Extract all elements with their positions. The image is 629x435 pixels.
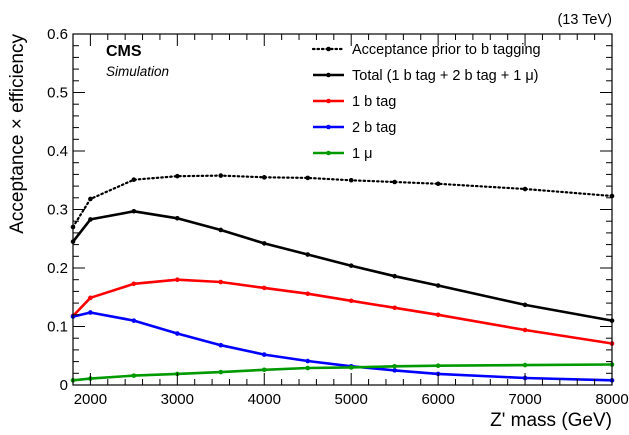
y-axis-title: Acceptance × efficiency <box>7 34 28 234</box>
series-point-0 <box>392 179 397 185</box>
x-tick-label: 5000 <box>335 391 368 408</box>
series-line-1 <box>71 210 613 322</box>
x-axis-title: Z' mass (GeV) <box>490 410 612 431</box>
legend-marker-3 <box>326 124 331 130</box>
series-point-1 <box>305 252 311 257</box>
series-point-1 <box>131 208 137 214</box>
y-tick-label: 0 <box>60 377 68 394</box>
series-point-2 <box>175 277 180 283</box>
series-point-1 <box>261 241 267 246</box>
legend-label-0: Acceptance prior to b tagging <box>352 42 541 58</box>
experiment-label: CMS <box>106 43 142 60</box>
series-point-4 <box>261 367 267 373</box>
series-point-2 <box>392 305 397 311</box>
series-point-0 <box>522 186 528 192</box>
legend-marker-0 <box>326 46 331 52</box>
series-point-2 <box>522 327 528 333</box>
plot-frame <box>72 33 613 386</box>
series-point-0 <box>261 175 267 180</box>
series-line-4 <box>72 363 613 382</box>
series-point-2 <box>218 279 224 285</box>
series-point-4 <box>522 362 528 368</box>
series-point-2 <box>131 281 137 287</box>
series-line-0 <box>71 174 614 229</box>
series-point-0 <box>88 196 93 202</box>
y-tick-label: 0.5 <box>47 85 68 102</box>
series-point-1 <box>175 215 180 221</box>
series-point-0 <box>218 173 224 178</box>
experiment-sub-label: Simulation <box>106 64 169 79</box>
x-tick-label: 6000 <box>421 391 454 408</box>
series-point-3 <box>88 310 93 315</box>
series-point-4 <box>435 363 441 368</box>
series-point-2 <box>305 291 311 297</box>
series-point-1 <box>392 273 397 279</box>
series-point-3 <box>131 318 137 323</box>
legend-marker-4 <box>326 150 331 156</box>
x-tick-label: 8000 <box>595 391 628 408</box>
series-point-4 <box>348 365 354 370</box>
legend: Acceptance prior to b tagging Total (1 b … <box>311 42 541 162</box>
series-point-4 <box>392 363 397 369</box>
series-point-3 <box>392 368 397 373</box>
x-tick-label: 3000 <box>161 391 194 408</box>
series-line-2 <box>72 278 613 345</box>
series-point-1 <box>522 302 528 308</box>
y-tick-label: 0.1 <box>47 319 68 336</box>
series-point-2 <box>435 312 441 318</box>
series-point-0 <box>131 177 137 182</box>
series-point-2 <box>261 285 267 291</box>
series-point-4 <box>305 365 311 371</box>
x-tick-label: 4000 <box>248 391 281 408</box>
series-point-3 <box>305 358 311 364</box>
x-tick-label: 2000 <box>74 391 107 408</box>
legend-marker-2 <box>326 98 331 104</box>
legend-label-3: 2 b tag <box>352 120 396 136</box>
series-point-3 <box>218 342 224 348</box>
y-tick-label: 0.6 <box>47 26 68 43</box>
y-tick-label: 0.4 <box>47 143 68 160</box>
legend-label-1: Total (1 b tag + 2 b tag + 1 μ) <box>352 68 539 84</box>
series-point-0 <box>175 173 180 179</box>
series-point-0 <box>305 175 311 181</box>
series-point-2 <box>88 295 93 301</box>
series-point-2 <box>348 298 354 304</box>
legend-marker-1 <box>326 72 331 78</box>
legend-label-4: 1 μ <box>352 146 372 162</box>
series-line-3 <box>72 311 613 382</box>
series-point-1 <box>88 217 93 222</box>
series-point-1 <box>435 283 441 288</box>
axes: 0 0.1 0.2 0.3 0.4 0.5 0.6 2000 3000 4000 5000 6000 7… <box>47 26 629 408</box>
legend-label-2: 1 b tag <box>352 94 396 110</box>
y-tick-label: 0.3 <box>47 202 68 219</box>
series-point-3 <box>175 331 180 336</box>
series-point-0 <box>435 181 441 187</box>
series-point-4 <box>218 369 224 375</box>
x-tick-label: 7000 <box>508 391 541 408</box>
plot-lines <box>70 173 615 383</box>
series-point-3 <box>261 352 267 357</box>
series-point-1 <box>218 227 224 233</box>
series-point-0 <box>348 177 354 183</box>
energy-label: (13 TeV) <box>557 12 612 28</box>
y-tick-label: 0.2 <box>47 260 68 277</box>
series-point-4 <box>131 373 137 378</box>
series-point-1 <box>348 263 354 268</box>
